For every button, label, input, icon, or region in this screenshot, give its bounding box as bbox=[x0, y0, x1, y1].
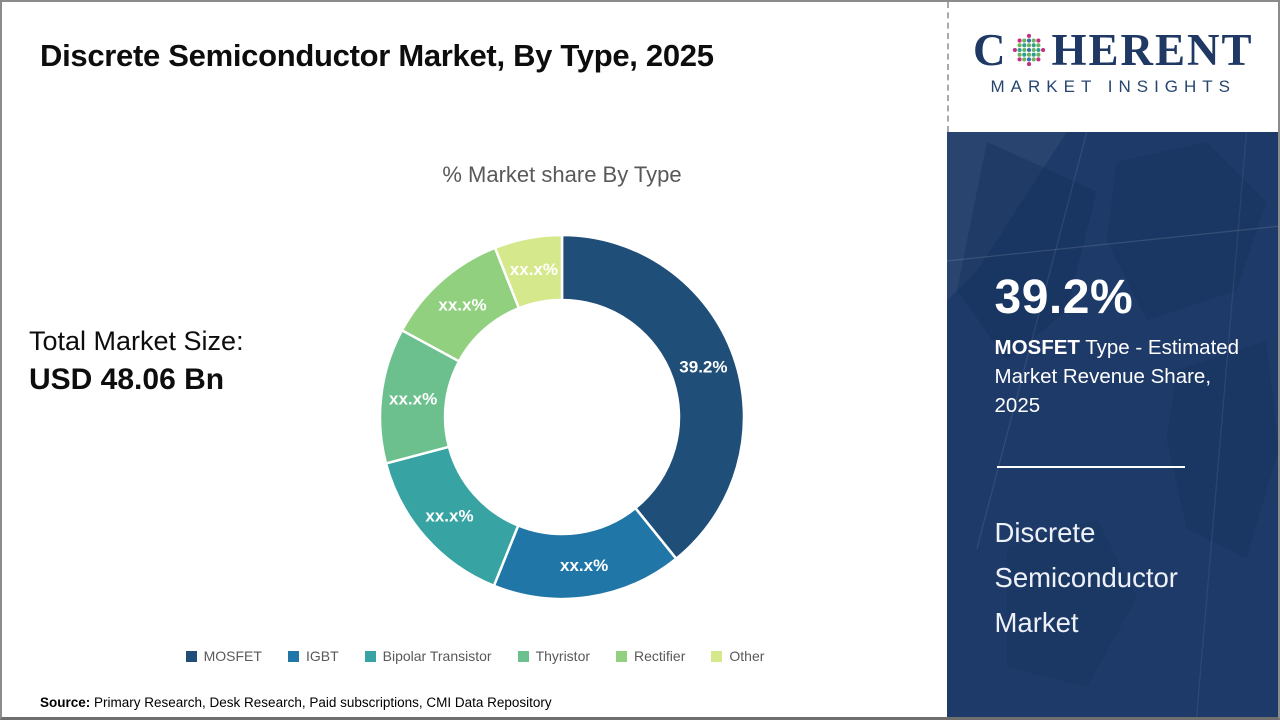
panel-content: 39.2% MOSFET Type - Estimated Market Rev… bbox=[947, 132, 1278, 645]
donut-chart: 39.2% xx.x% xx.x% xx.x% xx.x% xx.x% bbox=[378, 233, 746, 601]
page-title: Discrete Semiconductor Market, By Type, … bbox=[40, 38, 714, 73]
legend-swatch bbox=[185, 650, 197, 662]
map-texture bbox=[946, 132, 1278, 717]
chart-legend: MOSFET IGBT Bipolar Transistor Thyristor Rec… bbox=[85, 648, 865, 664]
slice-label-thyristor: xx.x% bbox=[389, 390, 437, 409]
market-name: Discrete Semiconductor Market bbox=[994, 517, 1178, 638]
donut-slice-mosfet bbox=[560, 233, 746, 560]
logo-letter-c: C bbox=[972, 24, 1008, 75]
logo-globe-icon bbox=[1013, 33, 1046, 67]
legend-swatch bbox=[616, 650, 628, 662]
source-label: Source: bbox=[40, 695, 91, 710]
stat-description-rest: Type - Estimated Market Revenue Share, 2… bbox=[994, 336, 1240, 417]
legend-swatch bbox=[517, 650, 529, 662]
total-market-size: Total Market Size: USD 48.06 Bn bbox=[29, 326, 244, 397]
slice-label-igbt: xx.x% bbox=[560, 556, 608, 575]
stat-value: 39.2% bbox=[994, 271, 1134, 324]
slice-label-mosfet: 39.2% bbox=[679, 358, 727, 377]
total-market-size-value: USD 48.06 Bn bbox=[29, 363, 225, 396]
panel-divider bbox=[996, 466, 1185, 468]
logo-word-herent: HERENT bbox=[1051, 24, 1254, 75]
stat-description: MOSFET Type - Estimated Market Revenue S… bbox=[995, 333, 1244, 420]
legend-item-mosfet: MOSFET bbox=[185, 648, 262, 664]
legend-swatch bbox=[287, 650, 299, 662]
chart-section: Discrete Semiconductor Market, By Type, … bbox=[2, 2, 947, 717]
legend-label: MOSFET bbox=[203, 648, 262, 664]
slice-label-rectifier: xx.x% bbox=[438, 295, 486, 314]
legend-label: Other bbox=[729, 648, 765, 664]
donut-slice-other bbox=[493, 233, 564, 310]
legend-item-igbt: IGBT bbox=[287, 648, 339, 664]
brand-sidebar: C HERENT MARKET INSIGHTS 39.2% MOSFET Ty… bbox=[946, 2, 1278, 717]
legend-label: Rectifier bbox=[634, 648, 686, 664]
slice-label-bipolar-transistor: xx.x% bbox=[425, 507, 473, 526]
highlight-panel: 39.2% MOSFET Type - Estimated Market Rev… bbox=[946, 132, 1278, 717]
stat-description-bold: MOSFET bbox=[994, 336, 1080, 359]
total-market-size-label: Total Market Size: bbox=[29, 326, 244, 356]
legend-swatch bbox=[364, 650, 376, 662]
legend-item-other: Other bbox=[711, 648, 764, 664]
legend-item-thyristor: Thyristor bbox=[517, 648, 591, 664]
coherent-logo: C HERENT bbox=[972, 24, 1254, 75]
legend-item-rectifier: Rectifier bbox=[616, 648, 685, 664]
source-text: Primary Research, Desk Research, Paid su… bbox=[90, 695, 552, 710]
legend-label: Thyristor bbox=[535, 648, 591, 664]
chart-title: % Market share By Type bbox=[442, 162, 682, 187]
slice-label-other: xx.x% bbox=[510, 260, 558, 279]
legend-label: IGBT bbox=[305, 648, 339, 664]
logo-area: C HERENT MARKET INSIGHTS bbox=[946, 2, 1278, 132]
source-line: Source: Primary Research, Desk Research,… bbox=[40, 695, 552, 710]
legend-label: Bipolar Transistor bbox=[382, 648, 492, 664]
legend-item-bipolar-transistor: Bipolar Transistor bbox=[364, 648, 492, 664]
logo-tagline: MARKET INSIGHTS bbox=[990, 76, 1237, 96]
legend-swatch bbox=[711, 650, 723, 662]
